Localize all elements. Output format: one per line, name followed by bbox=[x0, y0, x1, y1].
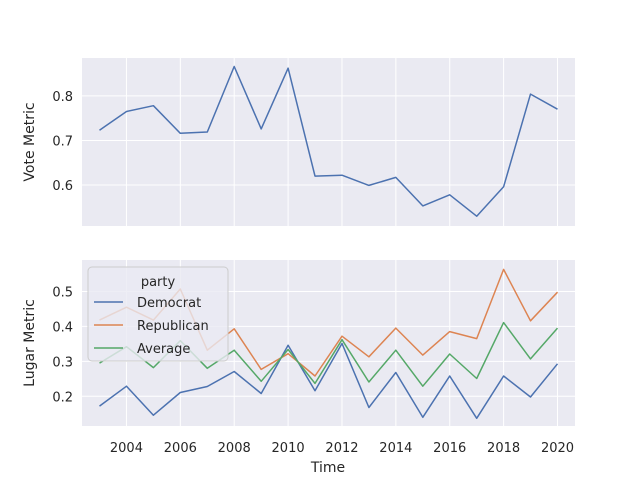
bottom-y-tick-label: 0.3 bbox=[52, 355, 73, 370]
x-tick-label: 2012 bbox=[325, 441, 358, 456]
x-tick-label: 2014 bbox=[379, 441, 412, 456]
top-y-tick-labels: 0.6 0.7 0.8 bbox=[52, 90, 73, 194]
bottom-y-tick-label: 0.4 bbox=[52, 320, 73, 335]
bottom-y-tick-label: 0.2 bbox=[52, 390, 73, 405]
bottom-panel: 0.2 0.3 0.4 0.5 2004 2006 2008 2010 2012 2014 201… bbox=[22, 260, 575, 476]
top-y-tick-label: 0.7 bbox=[52, 134, 73, 149]
top-y-axis-label: Vote Metric bbox=[22, 102, 38, 181]
legend-label-republican: Republican bbox=[137, 319, 209, 334]
top-series-line-vote bbox=[99, 65, 558, 217]
top-plot-background bbox=[82, 58, 575, 226]
x-axis-label: Time bbox=[310, 460, 345, 476]
bottom-y-tick-labels: 0.2 0.3 0.4 0.5 bbox=[52, 285, 73, 405]
legend: party Democrat Republican Average bbox=[87, 266, 229, 362]
top-series-lines bbox=[99, 65, 558, 217]
x-tick-label: 2020 bbox=[541, 441, 574, 456]
x-tick-label: 2004 bbox=[110, 441, 143, 456]
bottom-y-axis-label: Lugar Metric bbox=[22, 299, 38, 387]
x-tick-label: 2018 bbox=[487, 441, 520, 456]
bottom-series-line-democrat bbox=[99, 342, 559, 420]
x-tick-label: 2016 bbox=[433, 441, 466, 456]
x-tick-label: 2010 bbox=[272, 441, 305, 456]
legend-box bbox=[87, 266, 229, 362]
x-tick-label: 2008 bbox=[218, 441, 251, 456]
top-y-tick-label: 0.8 bbox=[52, 90, 73, 105]
x-tick-label: 2006 bbox=[164, 441, 197, 456]
x-tick-labels: 2004 2006 2008 2010 2012 2014 2016 2018 2020 bbox=[110, 441, 574, 456]
top-grid bbox=[82, 58, 575, 226]
legend-label-average: Average bbox=[137, 342, 190, 357]
top-y-tick-label: 0.6 bbox=[52, 179, 73, 194]
bottom-y-tick-label: 0.5 bbox=[52, 285, 73, 300]
legend-label-democrat: Democrat bbox=[137, 296, 201, 311]
top-panel: 0.6 0.7 0.8 Vote Metric bbox=[22, 58, 575, 226]
legend-title: party bbox=[141, 275, 176, 290]
